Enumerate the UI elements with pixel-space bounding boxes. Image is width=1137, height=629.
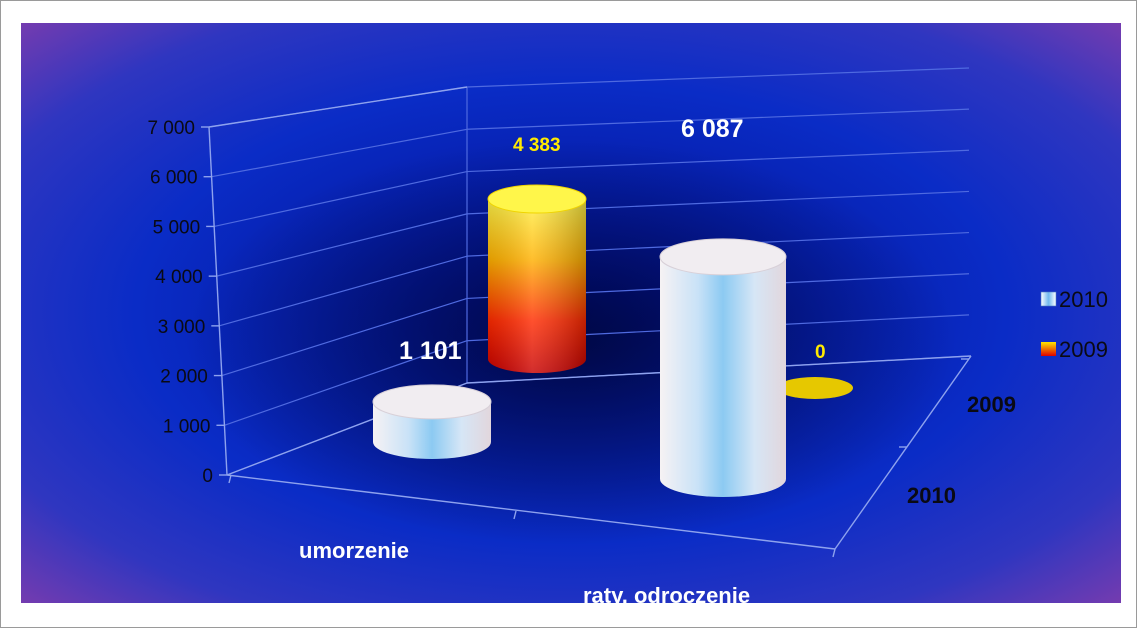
legend-label-2009: 2009	[1059, 337, 1108, 362]
y-axis-line	[208, 126, 228, 476]
cylinder-top	[372, 384, 492, 420]
gridline-side	[221, 297, 468, 377]
x-tick-mark	[228, 474, 232, 484]
x-tick-mark	[832, 548, 836, 558]
x-axis-line	[226, 474, 836, 550]
y-tick-labels: 0 1 000 2 000 3 000 4 000 5 000 6 000 7 000	[147, 118, 213, 487]
y-tick-label: 4 000	[155, 267, 203, 288]
depth-label-2009: 2009	[967, 392, 1016, 417]
gridline-back	[466, 67, 970, 88]
cylinder-2009-1	[777, 377, 853, 399]
x-tick-mark	[513, 510, 517, 520]
cylinder-2010-1	[659, 238, 787, 497]
cylinder-flat-disc	[777, 377, 853, 399]
category-label-raty: raty, odroczenie	[583, 583, 750, 608]
y-tick-label: 7 000	[147, 118, 195, 139]
y-tick-label: 3 000	[158, 317, 206, 338]
legend-label-2010: 2010	[1059, 287, 1108, 312]
gridline-side	[216, 213, 468, 277]
depth-label-2010: 2010	[907, 483, 956, 508]
cylinder-2010-0	[372, 384, 492, 459]
cylinder-body	[660, 256, 786, 497]
x-tick-marks	[228, 358, 969, 558]
y-tick-marks	[201, 126, 227, 476]
gridline-side	[224, 340, 468, 426]
gridline-side	[211, 128, 468, 178]
data-label-2010-raty: 6 087	[681, 115, 744, 143]
gridline-side	[219, 255, 468, 327]
y-tick-label: 6 000	[150, 168, 198, 189]
y-tick-label: 1 000	[163, 416, 211, 437]
cylinder-top	[659, 238, 787, 276]
cylinder-body-shade	[488, 199, 586, 373]
legend-swatch-2010	[1040, 291, 1057, 307]
gridline-side	[214, 170, 468, 228]
category-label-umorzenie: umorzenie	[299, 538, 409, 563]
data-label-2009-raty: 0	[815, 342, 826, 363]
y-tick-label: 2 000	[160, 367, 208, 388]
cylinders	[372, 184, 853, 497]
data-label-2009-umorzenie: 4 383	[513, 135, 561, 156]
y-tick-label: 0	[202, 466, 213, 487]
legend-swatch-2009	[1041, 342, 1056, 356]
gridline-back	[466, 149, 970, 173]
y-tick-label: 5 000	[153, 217, 201, 238]
cylinder-2009-0	[487, 184, 587, 373]
depth-axis-line	[834, 355, 972, 550]
y-axis-back-line	[208, 86, 468, 128]
legend: 2010 2009	[1040, 287, 1108, 362]
data-label-2010-umorzenie: 1 101	[399, 337, 462, 365]
cylinder-top	[487, 184, 587, 214]
gridline-back	[466, 108, 970, 130]
